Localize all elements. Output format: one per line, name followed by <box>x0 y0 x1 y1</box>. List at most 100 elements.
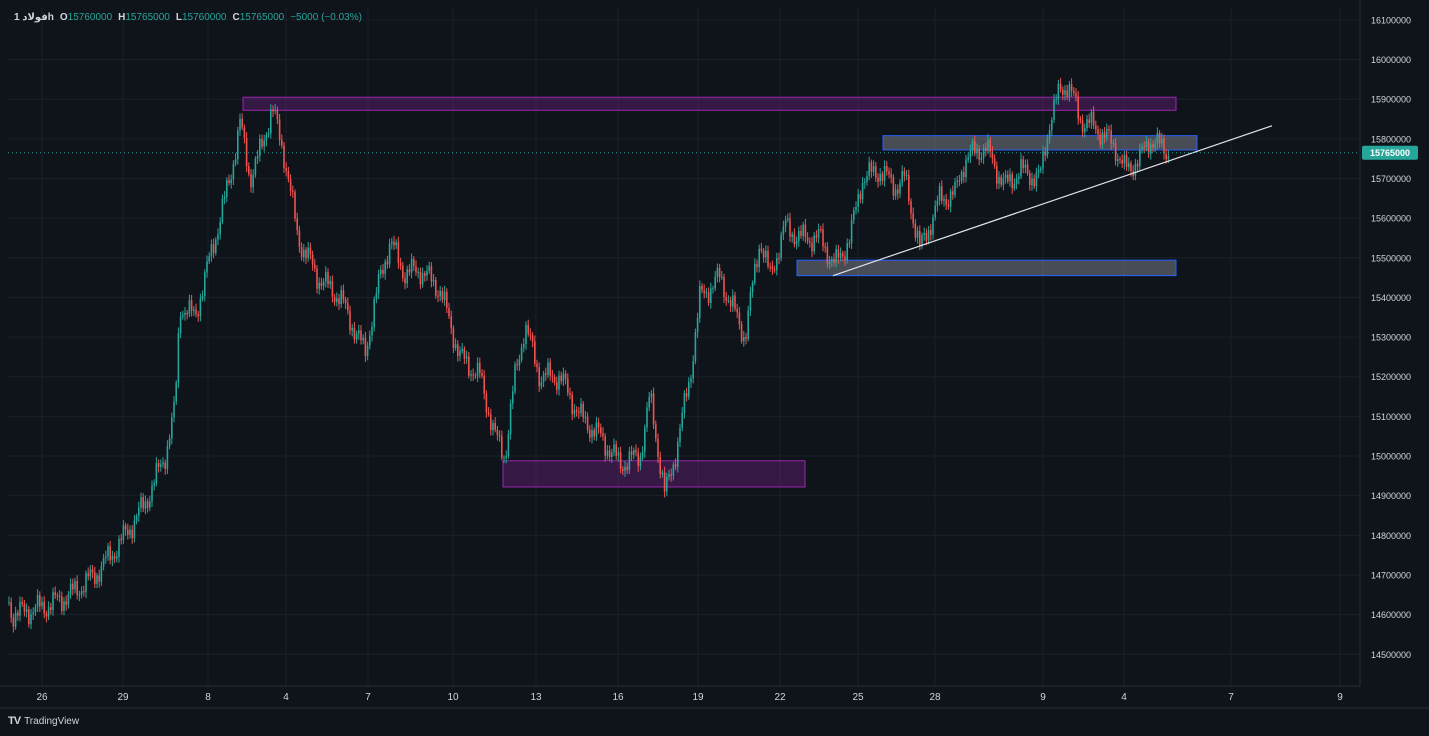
candle-up <box>1141 146 1143 150</box>
candle-down <box>281 139 283 146</box>
candle-up <box>254 158 257 175</box>
candle-down <box>985 147 987 152</box>
candle-down <box>342 290 345 300</box>
candle-down <box>767 250 769 267</box>
x-tick-label: 7 <box>1228 692 1234 703</box>
candle-down <box>419 271 422 285</box>
candle-down <box>534 341 536 364</box>
candle-down <box>1029 173 1031 186</box>
candle-up <box>998 176 1000 184</box>
candle-up <box>710 288 712 304</box>
candle-up <box>133 520 136 538</box>
candle-down <box>536 363 538 368</box>
candle-up <box>681 412 683 428</box>
y-tick-label: 14500000 <box>1371 650 1411 660</box>
candle-up <box>239 118 241 131</box>
purple-zone <box>502 460 806 488</box>
trend-line <box>832 125 1273 277</box>
candle-down <box>912 213 914 224</box>
candle-up <box>954 182 956 195</box>
candle-up <box>219 221 221 235</box>
open-label: O <box>59 12 68 23</box>
candle-down <box>287 170 290 180</box>
candle-down <box>608 450 611 457</box>
candle-down <box>483 375 485 394</box>
candle-up <box>461 348 463 351</box>
y-tick-label: 14900000 <box>1371 491 1411 501</box>
candle-down <box>300 246 303 258</box>
candles <box>8 77 1170 633</box>
candle-up <box>388 243 391 265</box>
candle-up <box>439 290 441 297</box>
candle-up <box>641 452 644 457</box>
candle-down <box>481 372 483 376</box>
candle-up <box>1145 141 1148 147</box>
candle-up <box>1020 159 1022 177</box>
candle-up <box>476 362 479 377</box>
candle-down <box>311 254 314 265</box>
candle-up <box>646 407 648 428</box>
candle-down <box>1070 84 1073 91</box>
candle-up <box>606 450 609 456</box>
candle-up <box>30 614 32 625</box>
candle-up <box>351 327 353 331</box>
candle-up <box>547 362 549 375</box>
candle-up <box>454 344 457 348</box>
candle-up <box>432 279 435 282</box>
candle-up <box>369 335 371 346</box>
candle-up <box>263 140 265 147</box>
candle-up <box>542 373 545 383</box>
tradingview-brand[interactable]: TV TradingView <box>8 715 79 727</box>
candle-down <box>569 392 571 395</box>
candle-up <box>692 361 694 379</box>
candle-up <box>206 261 208 273</box>
candle-up <box>63 601 65 611</box>
candle-down <box>657 438 659 458</box>
candle-up <box>1053 99 1055 120</box>
symbol-label[interactable]: فولاد 1h <box>14 12 54 23</box>
candle-up <box>1084 128 1086 133</box>
candle-down <box>320 282 323 286</box>
candle-up <box>861 182 864 200</box>
candle-down <box>538 367 540 387</box>
candle-up <box>558 375 560 390</box>
candle-down <box>729 300 732 307</box>
candle-up <box>1064 90 1066 95</box>
candle-up <box>362 337 364 341</box>
y-tick-label: 15100000 <box>1371 412 1411 422</box>
candle-up <box>184 312 186 315</box>
candle-down <box>549 362 551 376</box>
candle-down <box>771 266 774 270</box>
candle-up <box>899 182 901 194</box>
candle-up <box>921 234 923 246</box>
candle-down <box>908 175 910 202</box>
candle-down <box>622 469 624 471</box>
candle-up <box>648 397 650 408</box>
candle-up <box>105 556 107 558</box>
candle-up <box>199 298 202 317</box>
candle-down <box>437 295 439 297</box>
candle-up <box>879 173 881 182</box>
candle-down <box>1110 130 1112 144</box>
candle-down <box>1136 163 1139 167</box>
candle-down <box>61 596 63 611</box>
low-value: 15760000 <box>181 12 227 23</box>
candle-up <box>223 196 226 199</box>
candle-up <box>1035 172 1038 187</box>
candle-down <box>298 230 301 247</box>
candle-up <box>232 163 235 180</box>
blue-zone <box>882 135 1198 151</box>
candle-down <box>903 171 906 176</box>
candle-down <box>963 172 965 178</box>
candle-down <box>360 330 362 341</box>
candle-down <box>870 162 873 172</box>
candle-up <box>835 249 837 263</box>
candle-down <box>886 165 888 172</box>
candle-up <box>366 345 369 357</box>
candle-down <box>353 327 356 340</box>
candle-down <box>10 602 12 618</box>
candle-up <box>694 332 697 362</box>
candle-down <box>1088 119 1090 124</box>
